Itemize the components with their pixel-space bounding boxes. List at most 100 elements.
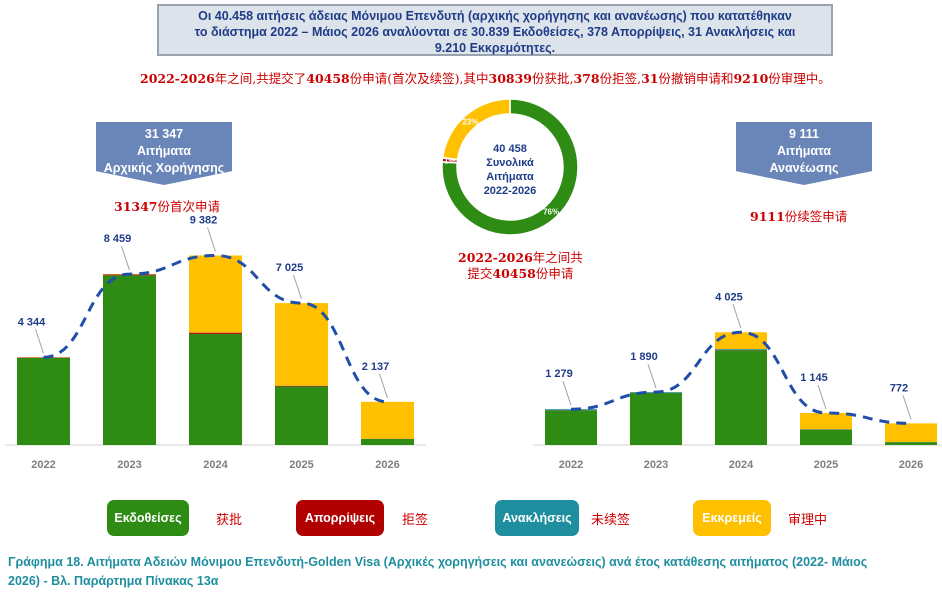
legend-revoked-cn: 未续签	[591, 513, 631, 528]
renewal-category-label: 2026	[899, 459, 923, 471]
headline-line-3: 9.210 Εκκρεμότητες.	[434, 41, 556, 55]
renewal-category-label: 2024	[729, 459, 754, 471]
legend-label: Ανακλήσεις	[502, 511, 572, 525]
donut-slice-label: 1%	[444, 157, 456, 166]
initial-category-label: 2023	[117, 459, 141, 471]
initial-box-label: Αιτήματα	[137, 144, 191, 158]
cn-summary-part: 份撤销申请和	[658, 71, 734, 86]
headline-line-2: το διάστημα 2022 – Μάιος 2026 αναλύονται…	[194, 25, 796, 39]
legend-label: Απορρίψεις	[304, 511, 376, 525]
renewal-requests-chart: 1 279 2022 1 890 2023 4 025 2024 1 145 2025 772 2…	[533, 291, 942, 471]
legend-pending-cn: 审理中	[788, 513, 828, 528]
renewal-label-leader	[647, 363, 657, 389]
donut-cn-part: 2022-2026	[458, 250, 533, 265]
renewal-label-leader	[817, 384, 827, 410]
renewal-bar-segment	[885, 423, 937, 443]
donut-center-label: Συνολικά	[486, 157, 534, 169]
renewal-bar-segment	[545, 410, 597, 445]
renewal-bar-segment	[800, 412, 852, 430]
headline-box: Οι 40.458 αιτήσεις άδειας Μόνιμου Επενδυ…	[157, 4, 833, 56]
renewal-total-label: 772	[890, 382, 908, 394]
renewal-bar-segment	[885, 442, 937, 445]
renewal-category-label: 2022	[559, 459, 583, 471]
renewal-bar-segment	[715, 349, 767, 351]
renewal-cn-number: 9111	[750, 209, 785, 224]
initial-total-label: 7 025	[276, 262, 304, 274]
initial-label-leader	[35, 329, 44, 354]
initial-box-sublabel: Αρχικής Χορήγησης	[103, 161, 225, 175]
legend-issued: Εκδοθείσες	[107, 500, 189, 536]
donut-cn-part: 份申请	[535, 266, 574, 281]
legend-label: Εκκρεμείς	[702, 511, 762, 525]
initial-bar-segment	[189, 333, 242, 445]
renewal-total-label: 1 145	[800, 372, 828, 384]
donut-center-period: 2022-2026	[484, 185, 537, 197]
cn-summary-part: 份审理中。	[768, 71, 831, 86]
initial-requests-box: 31 347 Αιτήματα Αρχικής Χορήγησης	[96, 122, 232, 185]
legend-rejected-cn: 拒签	[402, 513, 429, 528]
renewal-bar-segment	[715, 332, 767, 350]
cn-summary-part: 年之间,共提交了	[214, 71, 307, 86]
renewal-label-leader	[902, 395, 912, 420]
legend-revoked: Ανακλήσεις	[495, 500, 579, 536]
donut-center-text: 40 458 Συνολικά Αιτήματα 2022-2026	[484, 143, 537, 197]
cn-summary-part: 31	[641, 71, 659, 86]
renewal-label-leader	[732, 304, 742, 329]
renewal-total-label: 1 890	[630, 351, 658, 363]
renewal-total-label: 4 025	[715, 291, 743, 303]
initial-bar-segment	[189, 255, 242, 333]
donut-cn-part: 40458	[492, 266, 536, 281]
renewal-category-label: 2025	[814, 459, 838, 471]
initial-label-leader	[207, 227, 216, 252]
donut-slice-label: 76%	[543, 207, 559, 216]
cn-summary-part: 9210	[733, 71, 769, 86]
cn-summary-part: 40458	[306, 71, 350, 86]
renewal-bar-segment	[715, 350, 767, 445]
renewal-bar-segment	[800, 429, 852, 445]
donut-cn-label: 2022-2026年之间共 提交40458份申请	[458, 250, 583, 282]
initial-bar-segment	[275, 303, 328, 386]
cn-summary-part: 30839	[488, 71, 533, 86]
donut-cn-part: 年之间共	[532, 250, 583, 265]
initial-bar-segment	[103, 275, 156, 445]
donut-cn-part: 提交	[467, 266, 493, 281]
legend-issued-cn: 获批	[216, 513, 243, 528]
initial-label-leader	[379, 373, 388, 398]
donut-slice	[441, 98, 579, 236]
donut-center-label: Αιτήματα	[486, 171, 534, 183]
donut-slice	[441, 98, 511, 161]
cn-summary-part: 2022-2026	[140, 71, 215, 86]
initial-box-count: 31 347	[144, 127, 184, 141]
legend-rejected: Απορρίψεις	[296, 500, 384, 536]
renewal-bar-segment	[630, 392, 682, 445]
renewal-cn-text: 份续签申请	[784, 209, 848, 224]
legend-label: Εκδοθείσες	[114, 511, 182, 525]
initial-category-label: 2026	[375, 459, 399, 471]
renewal-box-label: Αιτήματα	[777, 144, 831, 158]
initial-bar-segment	[17, 357, 70, 445]
renewal-total-label: 1 279	[545, 368, 573, 380]
initial-total-label: 2 137	[362, 361, 390, 373]
initial-total-label: 8 459	[104, 233, 132, 245]
caption-line-1: Γράφημα 18. Αιτήματα Αδειών Μόνιμου Επεν…	[8, 555, 868, 569]
initial-trend-line	[43, 253, 388, 404]
cn-summary-part: 份拒签,	[599, 71, 642, 86]
legend-pending: Εκκρεμείς	[693, 500, 771, 536]
initial-category-label: 2022	[31, 459, 55, 471]
initial-cn-label: 31347份首次申请	[114, 196, 220, 215]
initial-category-label: 2025	[289, 459, 313, 471]
initial-requests-chart: 4 344 2022 8 459 2023 9 382 2024 7 025 2025 2 13…	[5, 214, 426, 471]
initial-cn-text: 份首次申请	[157, 199, 221, 214]
cn-summary-part: 378	[573, 71, 600, 86]
initial-label-leader	[293, 274, 302, 300]
initial-bar-segment	[275, 386, 328, 445]
cn-summary-part: 份申请(首次及续签),其中	[349, 71, 489, 86]
donut-center-count: 40 458	[493, 143, 527, 155]
renewal-cn-label: 9111份续签申请	[750, 206, 847, 225]
renewal-category-label: 2023	[644, 459, 668, 471]
renewal-box-sublabel: Ανανέωσης	[769, 161, 839, 175]
initial-bar-segment	[189, 332, 242, 334]
initial-total-label: 9 382	[190, 214, 218, 226]
initial-total-label: 4 344	[18, 316, 46, 328]
